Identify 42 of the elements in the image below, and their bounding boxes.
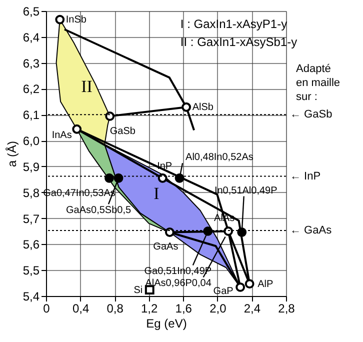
y-tick-label: 5,4 [22, 290, 40, 304]
annotation: I : GaxIn1-xAsyP1-y [180, 17, 288, 31]
annotation: I [154, 184, 160, 203]
annotation: II : GaxIn1-xAsySb1-y [180, 35, 298, 49]
x-tick-label: 1,2 [141, 302, 158, 316]
annotation: InAs [52, 130, 72, 142]
x-tick-label: 2,4 [244, 302, 261, 316]
x-tick-label: 0,4 [72, 302, 90, 316]
y-tick-label: 6,2 [22, 82, 40, 96]
ref-line-label: ← GaSb [290, 108, 332, 121]
y-axis-title: a (Å) [4, 140, 19, 168]
y-tick-label: 5,7 [22, 212, 40, 226]
y-tick-label: 5,9 [22, 160, 40, 174]
annotation: AlP [258, 278, 274, 290]
y-tick-label: 6,0 [22, 134, 40, 148]
annotation: AlAs0,96P0,04 [145, 278, 212, 290]
ref-line-label: ← GaAs [290, 224, 332, 236]
annotation: GaAs [153, 241, 178, 252]
y-tick-label: 6,3 [22, 56, 40, 70]
text: Adapté en maille sur : [296, 63, 340, 103]
x-tick-label: 0 [43, 302, 50, 316]
annotation: GaSb [110, 126, 136, 138]
annotation: GaP [213, 286, 234, 298]
annotation: Al0,48In0,52As [186, 152, 254, 164]
y-tick-label: 6,1 [22, 108, 40, 122]
y-tick-label: 6,4 [22, 30, 40, 44]
x-tick-label: 2,8 [278, 302, 296, 316]
y-tick-label: 5,6 [22, 238, 40, 252]
y-tick-label: 5,5 [22, 264, 40, 278]
annotation: II [81, 77, 93, 96]
y-tick-label: 5,8 [22, 186, 40, 200]
y-tick-label: 6,5 [22, 4, 40, 18]
annotation: InSb [66, 14, 87, 26]
x-tick-label: 0,8 [106, 302, 124, 316]
x-axis-title: Eg (eV) [146, 316, 187, 330]
annotation: GaAs0,5Sb0,5 [66, 205, 132, 216]
annotation: In0,51Al0,49P [214, 185, 278, 196]
ref-line-label: ← InP [290, 170, 321, 182]
x-tick-label: 1,6 [175, 302, 192, 316]
annotation: AlSb [192, 102, 214, 114]
annotation: Si [134, 284, 143, 296]
x-tick-label: 2,0 [210, 302, 227, 316]
